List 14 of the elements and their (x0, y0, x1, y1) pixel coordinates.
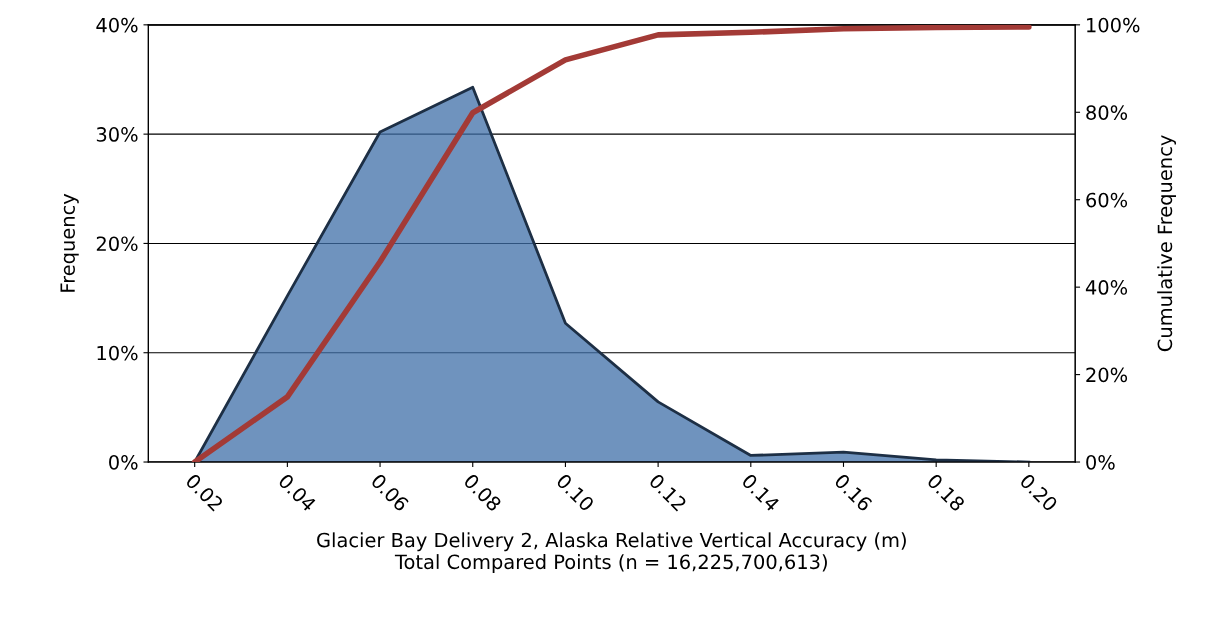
x-axis-title: Glacier Bay Delivery 2, Alaska Relative Vertical Accuracy (m) Total Compared Points (n = 16,225,700,613) (317, 532, 906, 573)
y-tick-label: 30% (96, 127, 138, 142)
y-axis-title: Frequency (60, 193, 79, 292)
y2-axis-title: Cumulative Frequency (1157, 135, 1176, 352)
y-tick-label: 20% (96, 236, 138, 252)
y2-tick-label: 80% (1086, 105, 1128, 120)
y2-tick-label: 0% (1086, 454, 1115, 470)
y2-tick-label: 100% (1087, 17, 1140, 33)
y2-tick-label: 40% (1085, 280, 1128, 295)
y2-tick-label: 20% (1086, 367, 1128, 383)
y-tick-label: 40% (96, 17, 138, 33)
y-tick-label: 10% (97, 345, 138, 361)
y-tick-label: 0% (109, 454, 138, 470)
y2-tick-label: 60% (1086, 192, 1128, 208)
